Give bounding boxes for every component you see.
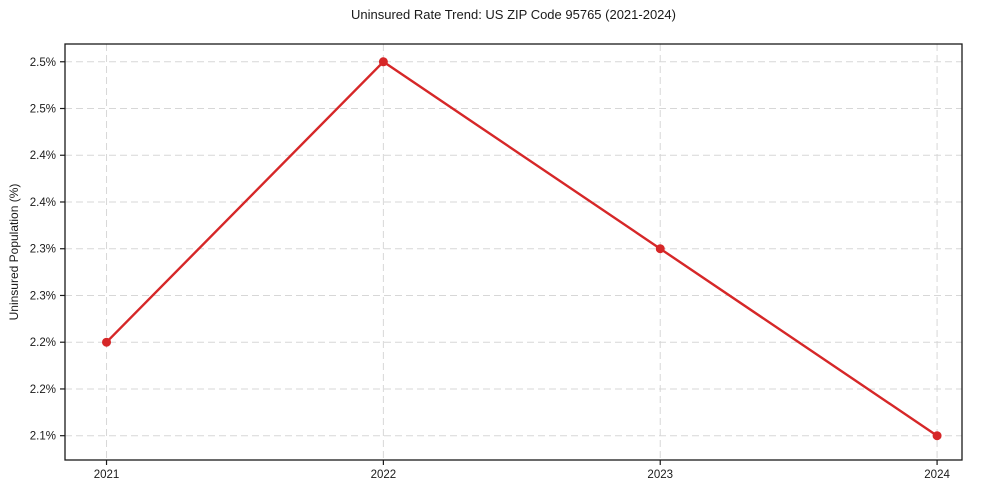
x-tick-label: 2021 bbox=[94, 469, 120, 481]
data-point-marker bbox=[655, 244, 665, 254]
data-point-marker bbox=[102, 337, 112, 347]
x-tick-label: 2024 bbox=[924, 469, 950, 481]
y-tick-label: 2.2% bbox=[30, 337, 56, 349]
y-tick-label: 2.4% bbox=[30, 150, 56, 162]
y-tick-label: 2.4% bbox=[30, 197, 56, 209]
data-point-marker bbox=[932, 431, 942, 441]
x-tick-label: 2022 bbox=[371, 469, 397, 481]
chart-title: Uninsured Rate Trend: US ZIP Code 95765 … bbox=[351, 7, 676, 22]
x-tick-label: 2023 bbox=[647, 469, 673, 481]
y-tick-label: 2.2% bbox=[30, 384, 56, 396]
trend-line bbox=[105, 60, 939, 437]
data-point-marker bbox=[378, 57, 388, 67]
y-tick-label: 2.3% bbox=[30, 290, 56, 302]
y-tick-label: 2.5% bbox=[30, 57, 56, 69]
y-tick-label: 2.1% bbox=[30, 431, 56, 443]
plot-area bbox=[65, 44, 962, 460]
y-tick-label: 2.3% bbox=[30, 244, 56, 256]
y-tick-label: 2.5% bbox=[30, 104, 56, 116]
plot-border bbox=[64, 43, 963, 461]
